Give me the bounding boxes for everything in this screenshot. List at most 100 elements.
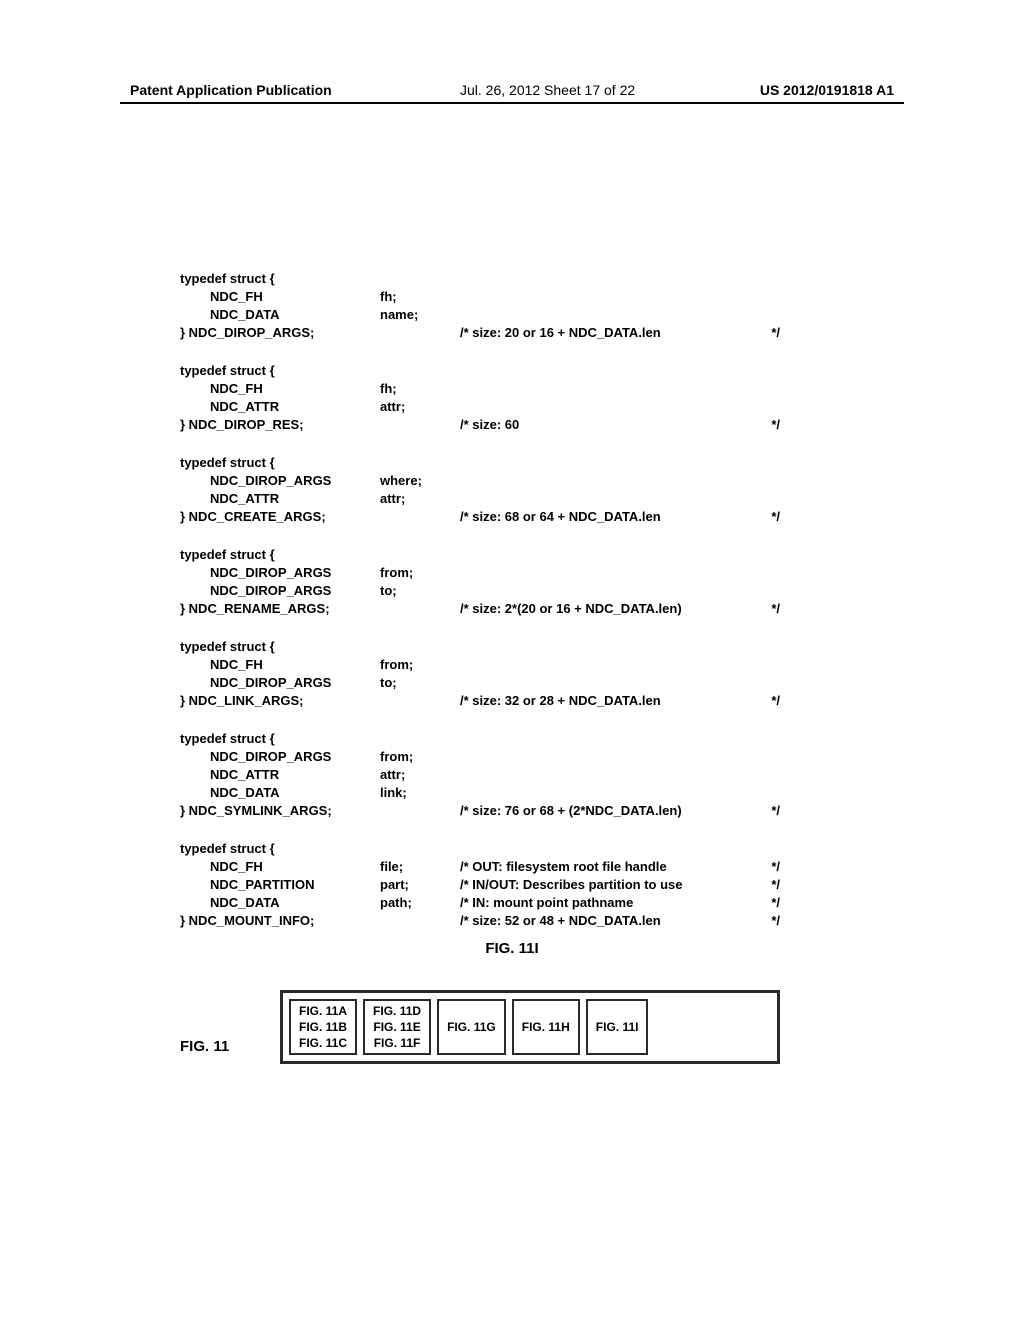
struct-field: NDC_ATTRattr; <box>180 490 780 508</box>
struct-comment-end: */ <box>760 416 780 434</box>
figure-map-item: FIG. 11C <box>299 1035 347 1051</box>
struct-close: } NDC_DIROP_RES; /* size: 60*/ <box>180 416 780 434</box>
field-type: NDC_ATTR <box>180 766 380 784</box>
field-ident: from; <box>380 656 460 674</box>
struct-block: typedef struct {NDC_FHfh;NDC_ATTRattr;} … <box>180 362 780 434</box>
struct-field: NDC_ATTRattr; <box>180 398 780 416</box>
figure-map-cell: FIG. 11DFIG. 11EFIG. 11F <box>363 999 431 1055</box>
figure-map-item: FIG. 11A <box>299 1003 347 1019</box>
struct-name: } NDC_DIROP_ARGS; <box>180 324 380 342</box>
struct-open: typedef struct { <box>180 730 780 748</box>
struct-close: } NDC_SYMLINK_ARGS;/* size: 76 or 68 + (… <box>180 802 780 820</box>
figure-map-cell: FIG. 11H <box>512 999 580 1055</box>
figure-map-item: FIG. 11B <box>299 1019 347 1035</box>
struct-open: typedef struct { <box>180 270 780 288</box>
field-type: NDC_FH <box>180 380 380 398</box>
field-ident: path; <box>380 894 460 912</box>
struct-comment-end: */ <box>760 802 780 820</box>
field-type: NDC_DIROP_ARGS <box>180 674 380 692</box>
field-ident: where; <box>380 472 460 490</box>
struct-comment: /* size: 20 or 16 + NDC_DATA.len <box>460 324 760 342</box>
struct-name: } NDC_DIROP_RES; <box>180 416 380 434</box>
figure-map-item: FIG. 11F <box>373 1035 421 1051</box>
struct-block: typedef struct {NDC_FHfile;/* OUT: files… <box>180 840 780 930</box>
field-comment: /* IN: mount point pathname <box>460 894 760 912</box>
figure-label: FIG. 11I <box>0 940 1024 957</box>
struct-open: typedef struct { <box>180 454 780 472</box>
field-ident: attr; <box>380 766 460 784</box>
figure-map-item: FIG. 11I <box>596 1019 639 1035</box>
struct-field: NDC_DIROP_ARGSfrom; <box>180 748 780 766</box>
struct-comment-end: */ <box>760 600 780 618</box>
field-type: NDC_DATA <box>180 784 380 802</box>
field-comment-end: */ <box>760 876 780 894</box>
field-ident: to; <box>380 674 460 692</box>
struct-comment: /* size: 68 or 64 + NDC_DATA.len <box>460 508 760 526</box>
field-ident: file; <box>380 858 460 876</box>
struct-name: } NDC_MOUNT_INFO; <box>180 912 380 930</box>
figure-map-item: FIG. 11H <box>522 1019 570 1035</box>
struct-comment: /* size: 32 or 28 + NDC_DATA.len <box>460 692 760 710</box>
struct-close: } NDC_MOUNT_INFO; /* size: 52 or 48 + NDC… <box>180 912 780 930</box>
field-ident: link; <box>380 784 460 802</box>
struct-comment-end: */ <box>760 692 780 710</box>
field-type: NDC_DIROP_ARGS <box>180 582 380 600</box>
struct-block: typedef struct {NDC_FHfh;NDC_DATAname;} … <box>180 270 780 342</box>
struct-field: NDC_FHfh; <box>180 380 780 398</box>
field-type: NDC_DATA <box>180 894 380 912</box>
struct-close: } NDC_CREATE_ARGS; /* size: 68 or 64 + ND… <box>180 508 780 526</box>
field-ident: from; <box>380 748 460 766</box>
field-comment-end: */ <box>760 858 780 876</box>
figure-map: FIG. 11AFIG. 11BFIG. 11CFIG. 11DFIG. 11E… <box>280 990 780 1064</box>
figure-map-cell: FIG. 11AFIG. 11BFIG. 11C <box>289 999 357 1055</box>
struct-field: NDC_DATAlink; <box>180 784 780 802</box>
field-ident: attr; <box>380 490 460 508</box>
field-type: NDC_DIROP_ARGS <box>180 564 380 582</box>
struct-field: NDC_ATTRattr; <box>180 766 780 784</box>
struct-field: NDC_FHfile;/* OUT: filesystem root file … <box>180 858 780 876</box>
field-type: NDC_DATA <box>180 306 380 324</box>
figure-map-cell: FIG. 11I <box>586 999 649 1055</box>
field-type: NDC_FH <box>180 858 380 876</box>
struct-name: } NDC_RENAME_ARGS; <box>180 600 380 618</box>
struct-comment: /* size: 76 or 68 + (2*NDC_DATA.len) <box>460 802 760 820</box>
struct-comment: /* size: 52 or 48 + NDC_DATA.len <box>460 912 760 930</box>
struct-field: NDC_DIROP_ARGSto; <box>180 674 780 692</box>
struct-name: } NDC_CREATE_ARGS; <box>180 508 380 526</box>
field-ident: from; <box>380 564 460 582</box>
struct-field: NDC_FHfrom; <box>180 656 780 674</box>
field-type: NDC_DIROP_ARGS <box>180 472 380 490</box>
figure-map-item: FIG. 11E <box>373 1019 421 1035</box>
header-left: Patent Application Publication <box>130 82 332 98</box>
field-type: NDC_PARTITION <box>180 876 380 894</box>
struct-field: NDC_DATApath;/* IN: mount point pathname… <box>180 894 780 912</box>
struct-close: } NDC_RENAME_ARGS;/* size: 2*(20 or 16 +… <box>180 600 780 618</box>
struct-open: typedef struct { <box>180 546 780 564</box>
struct-field: NDC_DIROP_ARGSto; <box>180 582 780 600</box>
struct-close: } NDC_LINK_ARGS; /* size: 32 or 28 + NDC_… <box>180 692 780 710</box>
struct-block: typedef struct {NDC_DIROP_ARGSfrom;NDC_D… <box>180 546 780 618</box>
struct-block: typedef struct {NDC_DIROP_ARGSwhere;NDC_… <box>180 454 780 526</box>
struct-open: typedef struct { <box>180 638 780 656</box>
field-ident: attr; <box>380 398 460 416</box>
field-type: NDC_ATTR <box>180 398 380 416</box>
field-type: NDC_FH <box>180 288 380 306</box>
figure-map-cell: FIG. 11G <box>437 999 506 1055</box>
struct-comment: /* size: 60 <box>460 416 760 434</box>
figure-map-item: FIG. 11D <box>373 1003 421 1019</box>
field-ident: part; <box>380 876 460 894</box>
struct-block: typedef struct {NDC_DIROP_ARGSfrom;NDC_A… <box>180 730 780 820</box>
struct-field: NDC_DIROP_ARGSwhere; <box>180 472 780 490</box>
struct-name: } NDC_LINK_ARGS; <box>180 692 380 710</box>
header-center: Jul. 26, 2012 Sheet 17 of 22 <box>460 82 635 98</box>
code-listing: typedef struct {NDC_FHfh;NDC_DATAname;} … <box>180 270 780 950</box>
field-ident: to; <box>380 582 460 600</box>
struct-comment-end: */ <box>760 324 780 342</box>
field-ident: fh; <box>380 380 460 398</box>
struct-open: typedef struct { <box>180 840 780 858</box>
field-ident: name; <box>380 306 460 324</box>
field-type: NDC_ATTR <box>180 490 380 508</box>
struct-open: typedef struct { <box>180 362 780 380</box>
struct-field: NDC_FHfh; <box>180 288 780 306</box>
struct-comment-end: */ <box>760 508 780 526</box>
